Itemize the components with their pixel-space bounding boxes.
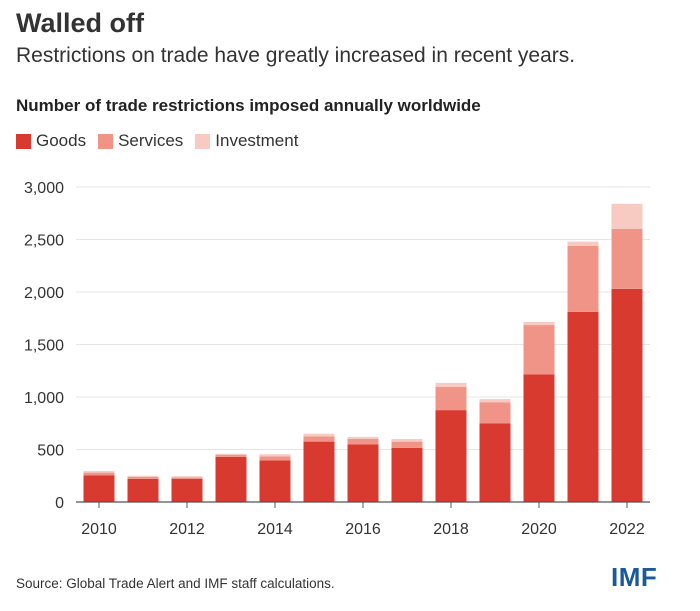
x-tick-label: 2012 bbox=[169, 521, 205, 538]
bar-investment-2016 bbox=[347, 436, 379, 439]
x-tick-label: 2022 bbox=[609, 521, 645, 538]
x-tick-label: 2018 bbox=[433, 521, 469, 538]
bar-services-2013 bbox=[215, 454, 247, 457]
bar-services-2018 bbox=[435, 387, 467, 411]
bar-investment-2013 bbox=[215, 453, 247, 455]
page-subtitle: Restrictions on trade have greatly incre… bbox=[16, 44, 576, 67]
x-tick-label: 2016 bbox=[345, 521, 381, 538]
bar-investment-2019 bbox=[479, 399, 511, 403]
bar-services-2015 bbox=[303, 436, 335, 442]
bar-goods-2018 bbox=[435, 410, 467, 502]
bar-investment-2015 bbox=[303, 433, 335, 437]
legend-item-goods: Goods bbox=[16, 131, 86, 151]
bar-services-2021 bbox=[567, 245, 599, 312]
x-tick-label: 2014 bbox=[257, 521, 293, 538]
y-tick-label: 3,000 bbox=[24, 180, 64, 197]
bar-investment-2012 bbox=[171, 476, 203, 478]
bar-goods-2021 bbox=[567, 311, 599, 502]
bar-goods-2022 bbox=[611, 288, 643, 502]
bar-goods-2010 bbox=[83, 475, 115, 502]
bar-goods-2017 bbox=[391, 447, 423, 502]
page-title: Walled off bbox=[16, 8, 144, 38]
y-tick-label: 1,000 bbox=[24, 390, 64, 407]
bar-goods-2015 bbox=[303, 441, 335, 502]
legend-swatch-services bbox=[98, 133, 114, 149]
chart-title: Number of trade restrictions imposed ann… bbox=[16, 96, 481, 115]
y-tick-label: 2,000 bbox=[24, 285, 64, 302]
bar-services-2017 bbox=[391, 441, 423, 448]
bar-services-2012 bbox=[171, 477, 203, 479]
bar-services-2019 bbox=[479, 402, 511, 424]
bar-services-2011 bbox=[127, 476, 159, 479]
bar-investment-2022 bbox=[611, 203, 643, 229]
legend-swatch-goods bbox=[16, 133, 31, 149]
bar-services-2016 bbox=[347, 439, 379, 445]
bar-services-2014 bbox=[259, 456, 291, 461]
bar-investment-2014 bbox=[259, 454, 291, 457]
legend-item-investment: Investment bbox=[195, 131, 298, 151]
x-tick-label: 2020 bbox=[521, 521, 557, 538]
legend-label-investment: Investment bbox=[215, 131, 299, 150]
bar-services-2010 bbox=[83, 472, 115, 476]
bar-investment-2018 bbox=[435, 382, 467, 388]
x-tick-label: 2010 bbox=[81, 521, 117, 538]
bar-goods-2019 bbox=[479, 423, 511, 502]
legend: Goods Services Investment bbox=[16, 131, 298, 151]
bar-services-2020 bbox=[523, 325, 555, 375]
bar-investment-2017 bbox=[391, 439, 423, 442]
bar-investment-2020 bbox=[523, 321, 555, 326]
legend-label-services: Services bbox=[118, 131, 184, 150]
bar-goods-2014 bbox=[259, 460, 291, 502]
bar-goods-2011 bbox=[127, 478, 159, 502]
bar-services-2022 bbox=[611, 229, 643, 289]
bar-goods-2016 bbox=[347, 444, 379, 502]
y-tick-label: 1,500 bbox=[24, 338, 64, 355]
bar-investment-2021 bbox=[567, 241, 599, 246]
legend-swatch-investment bbox=[195, 133, 211, 149]
y-tick-label: 0 bbox=[55, 495, 64, 512]
bar-goods-2012 bbox=[171, 478, 203, 502]
legend-label-goods: Goods bbox=[36, 131, 87, 150]
legend-item-services: Services bbox=[98, 131, 183, 151]
y-tick-label: 500 bbox=[37, 443, 64, 460]
bar-goods-2013 bbox=[215, 456, 247, 502]
bar-investment-2011 bbox=[127, 475, 159, 477]
bar-chart: 0 500 1,000 1,500 2,000 2,500 3,000 2010 2012 201… bbox=[24, 180, 650, 538]
source-note: Source: Global Trade Alert and IMF staff… bbox=[16, 576, 335, 591]
bar-goods-2020 bbox=[523, 374, 555, 502]
imf-logo: IMF bbox=[611, 562, 658, 592]
y-tick-label: 2,500 bbox=[24, 233, 64, 250]
bar-investment-2010 bbox=[83, 471, 115, 473]
